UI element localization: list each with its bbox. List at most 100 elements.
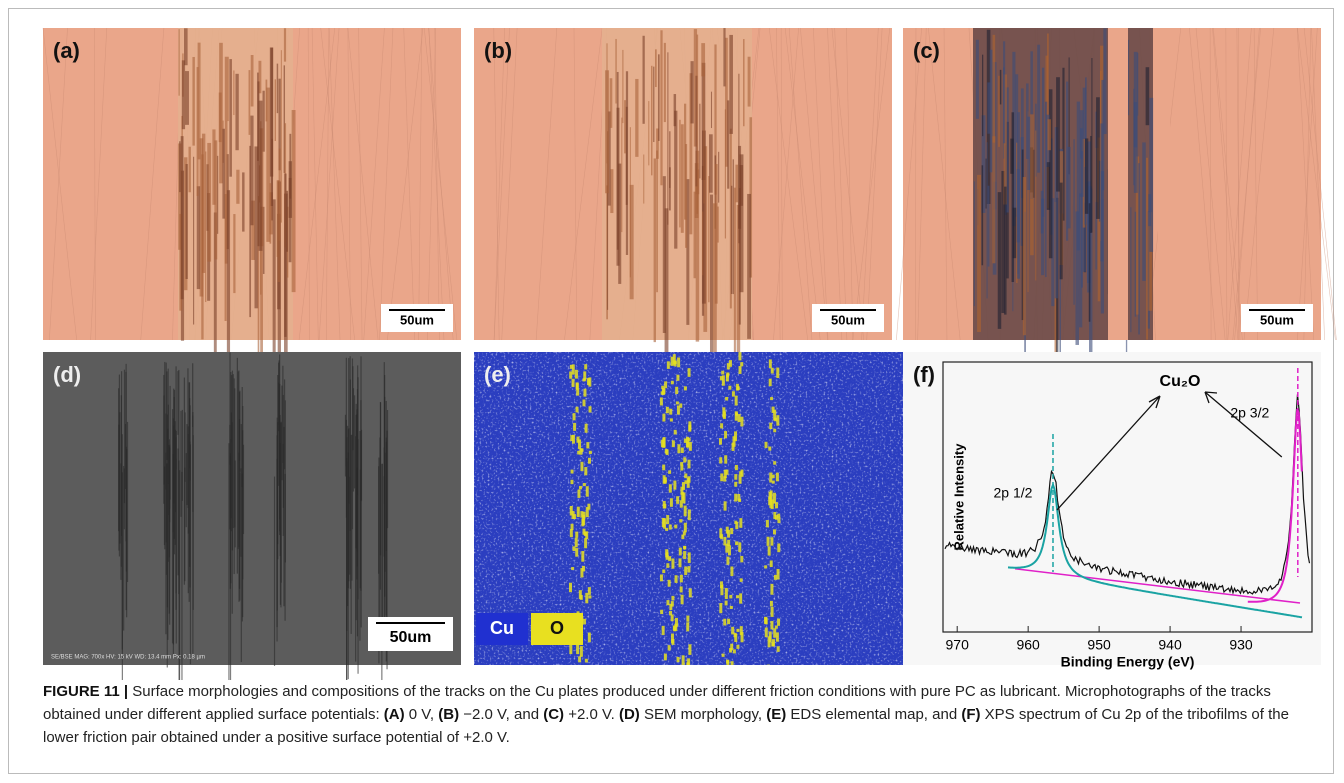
- oxygen-dot: [682, 655, 685, 666]
- streak: [617, 72, 619, 250]
- streak: [279, 149, 281, 241]
- caption-text: +2.0 V.: [564, 706, 619, 723]
- oxygen-dot: [677, 405, 680, 414]
- oxygen-dot: [575, 548, 578, 557]
- streak: [643, 36, 645, 124]
- oxygen-dot: [664, 480, 667, 484]
- oxygen-dot: [770, 560, 773, 567]
- oxygen-dot: [770, 537, 773, 545]
- oxygen-dot: [731, 627, 734, 635]
- oxygen-dot: [725, 601, 728, 606]
- oxygen-dot: [577, 437, 580, 443]
- streak: [205, 151, 206, 302]
- oxygen-dot: [735, 522, 738, 529]
- streak: [1091, 58, 1092, 233]
- streak: [233, 70, 234, 115]
- oxygen-dot: [681, 535, 684, 540]
- streak: [286, 191, 288, 252]
- streak: [731, 186, 732, 294]
- caption-bold: (F): [961, 706, 980, 723]
- oxygen-dot: [741, 470, 744, 477]
- oxygen-dot: [736, 595, 739, 598]
- oxygen-dot: [664, 654, 667, 661]
- oxygen-dot: [684, 480, 687, 484]
- oxygen-dot: [666, 407, 669, 413]
- oxygen-dot: [765, 442, 768, 448]
- oxygen-dot: [772, 475, 775, 479]
- streak: [679, 120, 680, 228]
- streak: [250, 116, 253, 226]
- oxygen-dot: [577, 490, 580, 498]
- oxygen-dot: [686, 622, 689, 631]
- oxygen-dot: [735, 396, 738, 406]
- oxygen-dot: [724, 501, 727, 510]
- oxygen-dot: [672, 440, 675, 447]
- streak: [1048, 119, 1051, 150]
- oxygen-dot: [724, 455, 727, 463]
- streak: [976, 40, 979, 119]
- streak: [233, 214, 235, 293]
- oxygen-dot: [683, 546, 686, 549]
- x-axis-label: Binding Energy (eV): [1061, 654, 1195, 670]
- sem-streak: [192, 412, 193, 512]
- streak: [193, 157, 194, 325]
- oxygen-dot: [586, 442, 589, 448]
- streak: [192, 57, 194, 146]
- oxygen-dot: [573, 423, 576, 431]
- oxygen-dot: [572, 435, 575, 444]
- annotation: Cu₂O: [1160, 373, 1201, 390]
- streak: [656, 151, 658, 293]
- oxygen-dot: [727, 619, 730, 624]
- oxygen-dot: [589, 406, 592, 412]
- oxygen-dot: [662, 414, 665, 422]
- oxygen-dot: [572, 379, 575, 387]
- streak: [1134, 102, 1137, 147]
- scale-bar-label: 50um: [400, 312, 434, 327]
- oxygen-dot: [771, 607, 774, 617]
- oxygen-dot: [688, 509, 691, 520]
- oxygen-dot: [676, 375, 679, 381]
- sem-streak: [118, 388, 119, 531]
- streak: [655, 49, 657, 87]
- panel-label: (b): [484, 38, 512, 63]
- streak: [189, 147, 191, 193]
- streak: [660, 30, 662, 185]
- oxygen-dot: [764, 565, 767, 568]
- oxygen-dot: [688, 476, 691, 483]
- oxygen-dot: [767, 665, 770, 673]
- oxygen-dot: [777, 619, 780, 626]
- sem-streak: [119, 412, 120, 543]
- oxygen-dot: [727, 530, 730, 538]
- oxygen-dot: [734, 494, 737, 502]
- oxygen-dot: [741, 632, 744, 642]
- oxygen-dot: [575, 538, 578, 548]
- oxygen-dot: [588, 595, 591, 598]
- legend-label: Cu: [490, 618, 514, 638]
- oxygen-dot: [569, 371, 572, 378]
- streak: [654, 158, 656, 342]
- oxygen-dot: [680, 500, 683, 507]
- streak: [222, 129, 225, 219]
- oxygen-dot: [662, 569, 665, 573]
- streak: [178, 29, 179, 96]
- oxygen-dot: [588, 587, 591, 595]
- oxygen-dot: [584, 364, 587, 369]
- streak: [284, 28, 286, 61]
- oxygen-dot: [726, 557, 729, 565]
- sem-streak: [124, 468, 125, 529]
- oxygen-dot: [726, 373, 729, 377]
- oxygen-dot: [663, 518, 666, 528]
- oxygen-dot: [684, 386, 687, 390]
- oxygen-dot: [730, 528, 733, 534]
- streak: [977, 175, 981, 332]
- oxygen-dot: [771, 368, 774, 374]
- oxygen-dot: [740, 578, 743, 582]
- oxygen-dot: [662, 465, 665, 471]
- streak: [1045, 102, 1047, 277]
- oxygen-dot: [573, 413, 576, 420]
- panel-label: (e): [484, 362, 511, 387]
- streak: [1046, 56, 1049, 102]
- oxygen-dot: [671, 357, 674, 366]
- streak: [185, 71, 189, 125]
- oxygen-dot: [737, 494, 740, 501]
